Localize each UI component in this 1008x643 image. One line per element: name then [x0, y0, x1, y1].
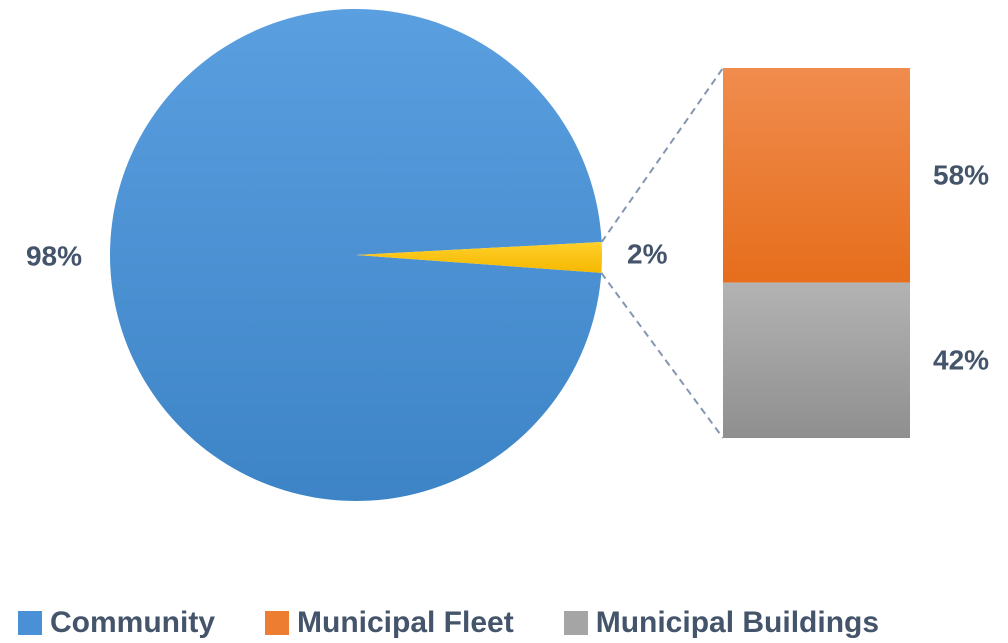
legend-item-municipal-buildings: Municipal Buildings: [563, 606, 880, 640]
data-label-community: 98%: [26, 240, 82, 271]
breakout-segment-municipal-fleet: [723, 68, 910, 283]
legend-item-municipal-fleet: Municipal Fleet: [265, 606, 514, 640]
connector-lines: [600, 67, 724, 439]
legend: Community Municipal Fleet Municipal Buil…: [18, 603, 929, 643]
legend-swatch-municipal-fleet: [265, 611, 289, 635]
legend-swatch-community: [18, 611, 42, 635]
legend-label-community: Community: [50, 606, 215, 639]
legend-item-community: Community: [18, 606, 215, 640]
pie-slice-community: [110, 9, 602, 502]
data-labels: 98% 2% 58% 42%: [26, 160, 989, 376]
legend-swatch-municipal-buildings: [563, 611, 588, 635]
legend-label-municipal-buildings: Municipal Buildings: [595, 606, 880, 639]
data-label-municipal: 2%: [627, 238, 668, 269]
connector-line-bottom: [600, 272, 724, 439]
legend-label-municipal-fleet: Municipal Fleet: [297, 606, 514, 639]
breakout-segment-municipal-buildings: [723, 282, 910, 438]
pie-slice-municipal: [356, 242, 602, 273]
breakout-bar: [723, 68, 910, 438]
data-label-municipal-fleet: 58%: [933, 160, 989, 191]
pie: [110, 9, 602, 502]
data-label-municipal-buildings: 42%: [933, 345, 989, 376]
connector-line-top: [600, 67, 724, 243]
